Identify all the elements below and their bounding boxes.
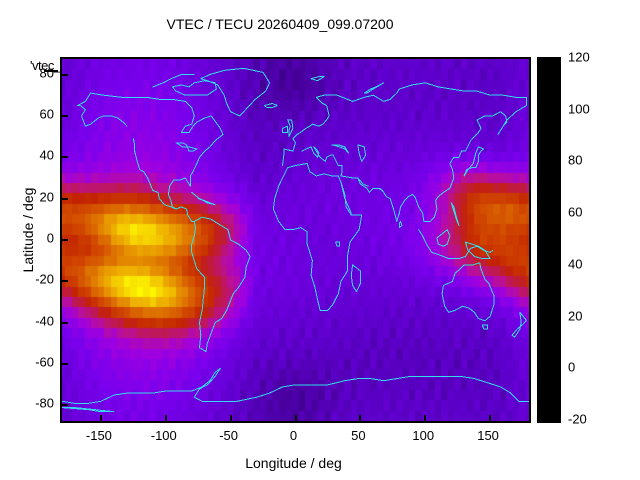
colorbar-tick-mark	[554, 109, 559, 112]
x-tick-mark	[99, 415, 102, 421]
heatmap-canvas	[62, 59, 529, 421]
colorbar-tick-label: -20	[568, 411, 587, 427]
x-axis-ticks: -150 -100 -50 0 50 100 150	[0, 428, 640, 448]
colorbar-tick-mark	[554, 213, 559, 216]
colorbar	[537, 57, 561, 423]
colorbar-tick-label: 120	[568, 49, 590, 65]
x-tick-label: -50	[219, 428, 239, 443]
x-tick-mark	[424, 415, 427, 421]
colorbar-tick-label: 60	[568, 204, 583, 220]
x-tick-label: -150	[85, 428, 112, 443]
plot-frame	[60, 57, 531, 423]
colorbar-tick-label: 20	[568, 308, 583, 324]
x-tick-label: 50	[351, 428, 366, 443]
x-tick-mark	[294, 415, 297, 421]
x-tick-label: -100	[150, 428, 177, 443]
plot-key-line	[44, 70, 58, 72]
y-tick-label: 40	[39, 147, 54, 163]
colorbar-tick-mark	[539, 213, 544, 216]
colorbar-tick-mark	[539, 316, 544, 319]
x-tick-label: 0	[289, 428, 298, 443]
y-tick-mark	[62, 321, 68, 324]
x-tick-mark	[489, 415, 492, 421]
colorbar-tick-mark	[554, 316, 559, 319]
y-tick-mark	[62, 404, 68, 407]
y-tick-label: -60	[35, 354, 54, 370]
colorbar-ticks: 120 100 80 60 40 20 0 -20	[560, 0, 640, 480]
colorbar-tick-mark	[539, 264, 544, 267]
colorbar-gradient	[539, 59, 559, 421]
y-tick-label: -20	[35, 271, 54, 287]
y-tick-mark	[62, 239, 68, 241]
colorbar-tick-label: 80	[568, 152, 583, 168]
y-tick-label: -80	[35, 395, 54, 411]
y-tick-mark	[62, 73, 68, 76]
y-tick-mark	[62, 280, 68, 283]
y-tick-label: 0	[46, 230, 54, 246]
y-tick-mark	[62, 197, 68, 200]
vtec-heatmap	[62, 59, 529, 421]
y-tick-mark	[62, 114, 68, 117]
colorbar-tick-mark	[554, 368, 559, 371]
colorbar-tick-label: 40	[568, 256, 583, 272]
colorbar-tick-mark	[554, 264, 559, 267]
colorbar-tick-mark	[539, 161, 544, 164]
page-title: VTEC / TECU 20260409_099.07200	[166, 16, 394, 32]
colorbar-tick-mark	[539, 109, 544, 112]
y-tick-label: 80	[39, 65, 54, 80]
x-tick-mark	[229, 415, 232, 421]
x-tick-label: 150	[477, 428, 499, 443]
colorbar-tick-label: 0	[568, 359, 576, 375]
x-tick-mark	[359, 415, 362, 421]
x-axis-label: Longitude / deg	[245, 455, 342, 471]
plot-key-label: 'vtec_	[30, 58, 61, 73]
y-tick-label: -40	[35, 313, 54, 329]
y-tick-mark	[62, 156, 68, 159]
colorbar-tick-mark	[539, 368, 544, 371]
colorbar-tick-mark	[554, 161, 559, 164]
y-axis-ticks: 80 60 40 20 0 -20 -40 -60 -80	[0, 0, 54, 480]
y-axis-label: Latitude / deg	[20, 187, 36, 273]
x-tick-mark	[164, 415, 167, 421]
colorbar-tick-label: 100	[568, 101, 590, 117]
y-tick-mark	[62, 363, 68, 366]
x-tick-label: 100	[412, 428, 435, 443]
y-tick-label: 20	[39, 189, 54, 205]
y-tick-label: 60	[39, 106, 54, 122]
